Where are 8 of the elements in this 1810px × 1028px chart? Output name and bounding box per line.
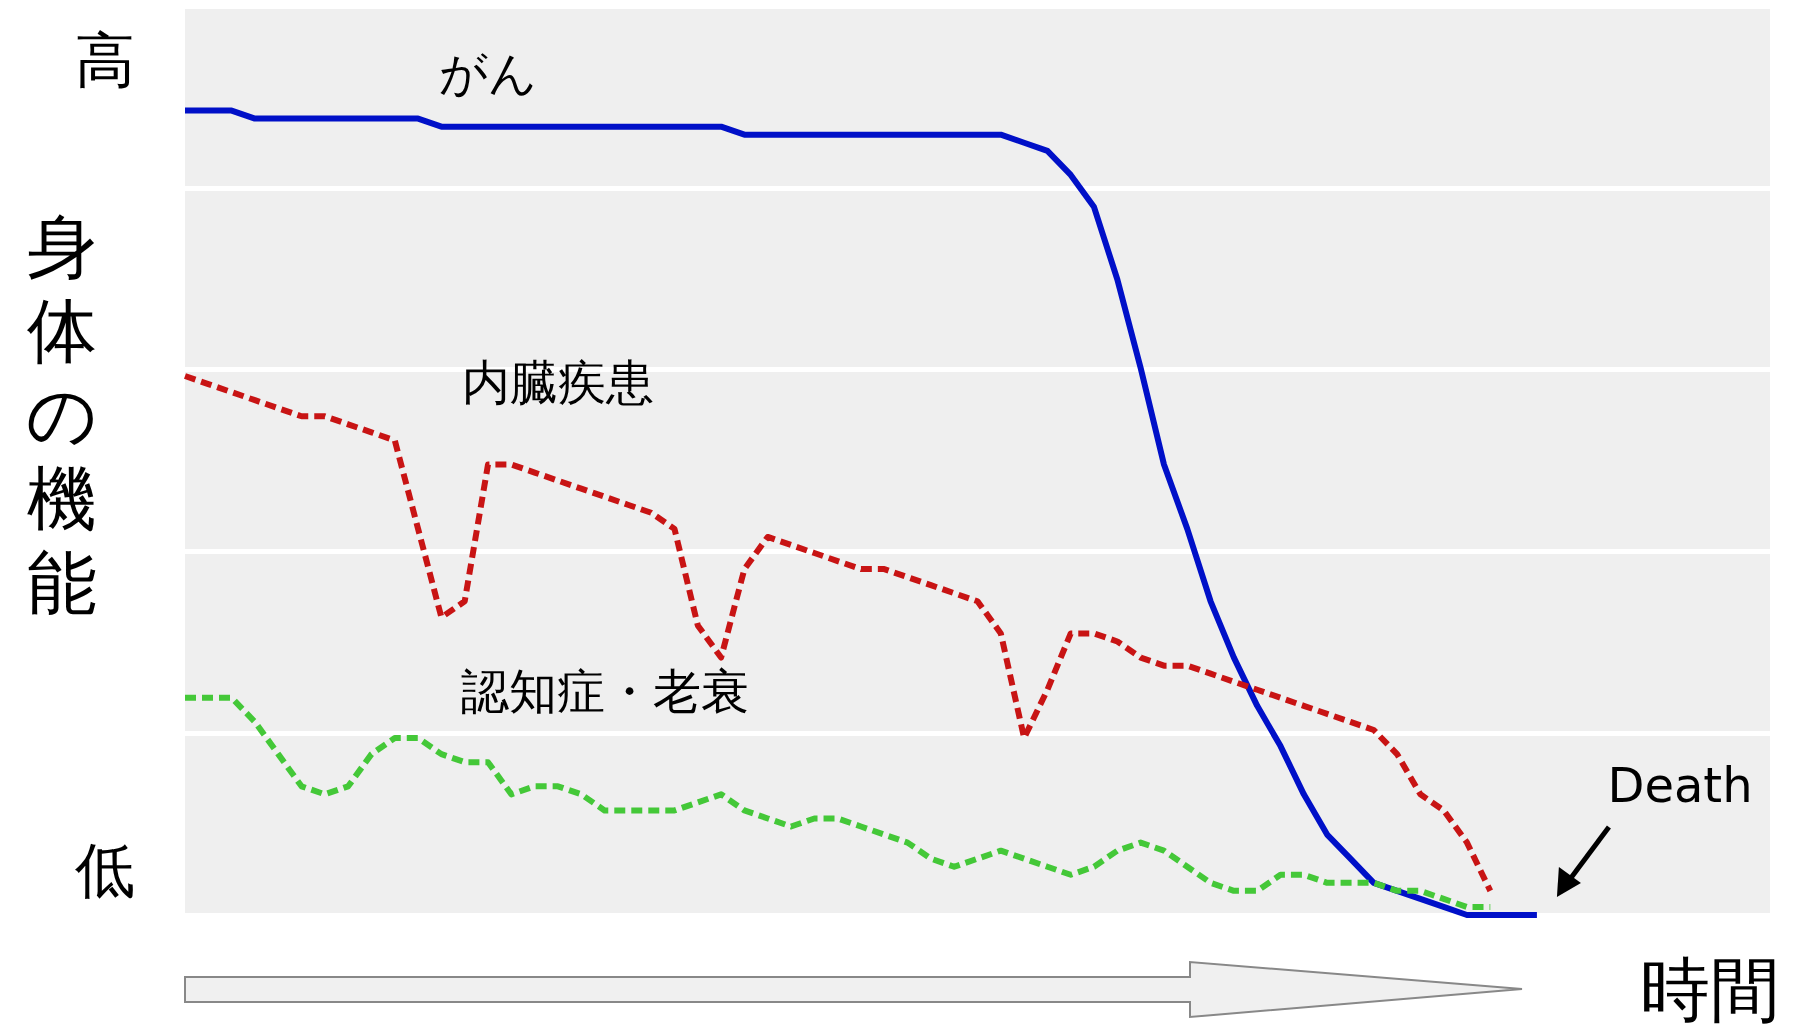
- text: 低: [75, 835, 135, 905]
- series-label: 認知症・老衰: [460, 663, 749, 720]
- y-axis-title: 身体の機能: [26, 206, 98, 624]
- x-axis-title: 時間: [1640, 949, 1780, 1028]
- series-label: 内臓疾患: [461, 353, 654, 410]
- text: 高: [75, 25, 135, 95]
- annotation: Death: [1607, 757, 1753, 813]
- series-label: がん: [439, 44, 538, 101]
